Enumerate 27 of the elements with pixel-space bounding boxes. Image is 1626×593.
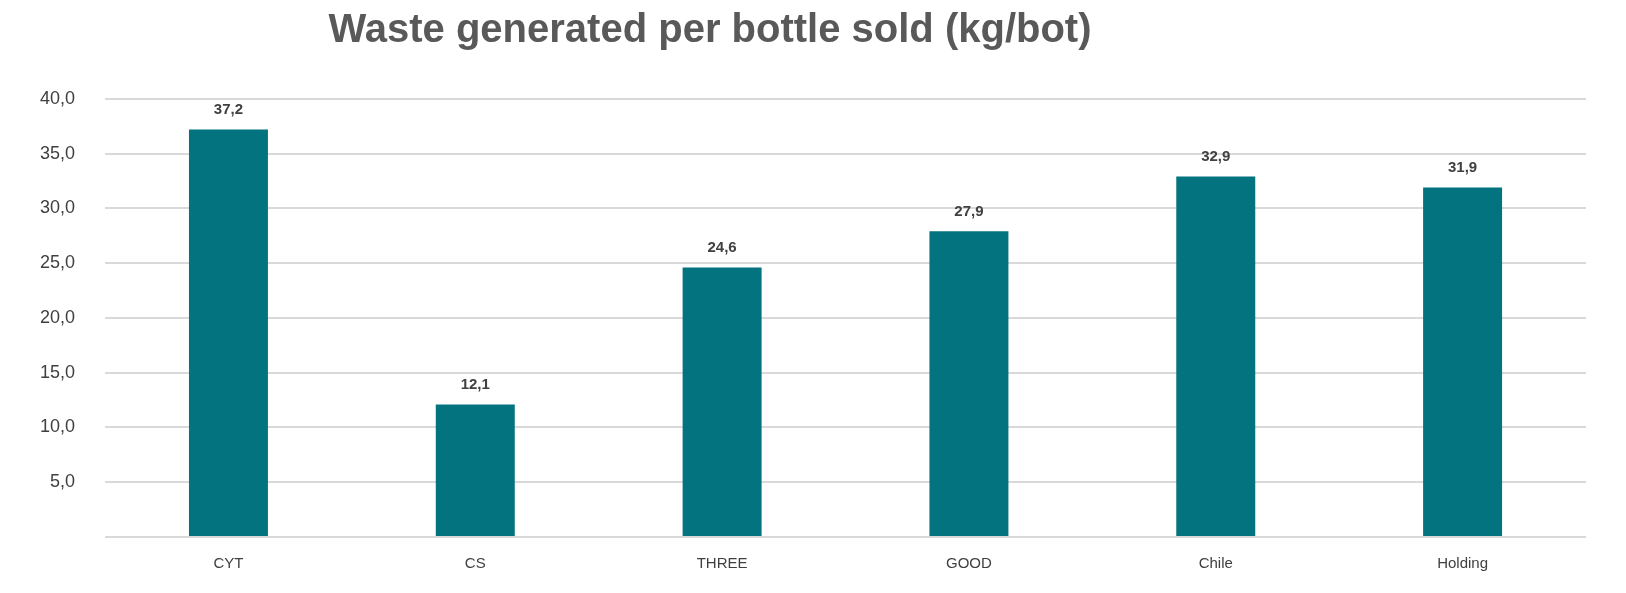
data-label: 32,9 [1201, 147, 1231, 165]
bar [929, 231, 1009, 536]
data-label: 31,9 [1447, 158, 1478, 176]
y-tick-label: 40,0 [39, 87, 76, 108]
bar [188, 129, 268, 536]
bar [435, 404, 515, 536]
y-tick-label: 10,0 [39, 416, 76, 437]
y-tick-label: 20,0 [39, 306, 76, 327]
x-tick-label: CS [464, 554, 486, 572]
x-tick-label: Holding [1437, 554, 1489, 572]
bar [1176, 176, 1256, 536]
data-label: 27,9 [954, 202, 984, 219]
bar [682, 267, 762, 536]
data-label: 24,6 [707, 238, 737, 256]
y-tick-label: 15,0 [39, 361, 76, 382]
x-tick-label: THREE [696, 554, 748, 572]
x-tick-label: CYT [213, 554, 244, 572]
x-tick-label: GOOD [946, 554, 993, 572]
data-label: 37,2 [213, 100, 244, 118]
bar [1423, 187, 1503, 536]
y-tick-label: 25,0 [39, 252, 76, 273]
y-tick-label: 30,0 [39, 197, 76, 218]
chart-title: Waste generated per bottle sold (kg/bot) [327, 6, 1093, 51]
y-tick-label: 35,0 [39, 142, 76, 163]
data-label: 12,1 [460, 375, 490, 393]
x-tick-label: Chile [1198, 554, 1233, 572]
y-tick-label: 5,0 [50, 471, 76, 492]
